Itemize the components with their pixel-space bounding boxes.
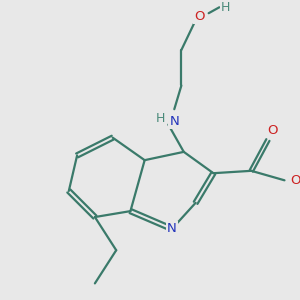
Text: O: O — [290, 174, 300, 187]
Text: H: H — [155, 112, 165, 125]
Text: N: N — [169, 115, 179, 128]
Text: N: N — [167, 222, 177, 236]
Text: O: O — [267, 124, 278, 137]
Text: H: H — [220, 1, 230, 14]
Text: O: O — [194, 10, 204, 23]
